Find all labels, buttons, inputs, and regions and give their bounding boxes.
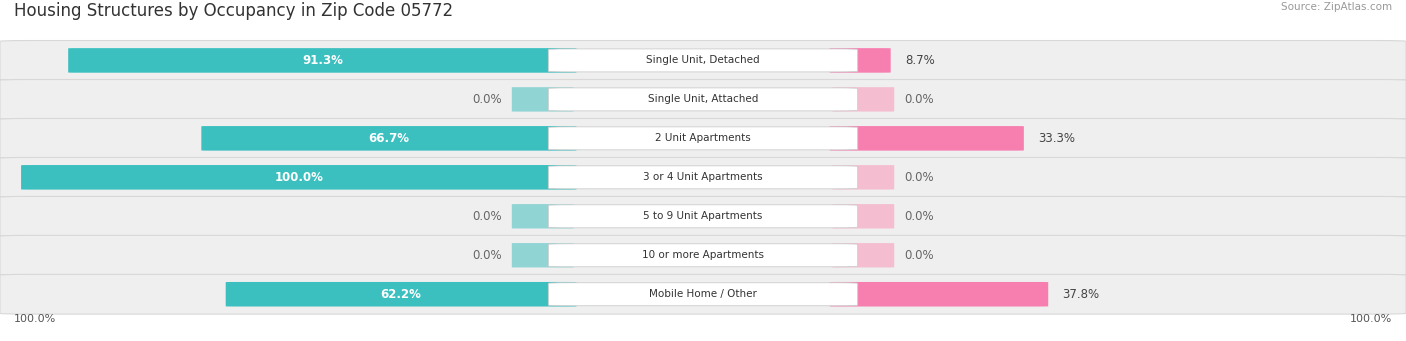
Text: 0.0%: 0.0% (904, 210, 934, 223)
Text: 33.3%: 33.3% (1038, 132, 1076, 145)
FancyBboxPatch shape (201, 126, 576, 151)
Text: Housing Structures by Occupancy in Zip Code 05772: Housing Structures by Occupancy in Zip C… (14, 2, 453, 20)
Text: 91.3%: 91.3% (302, 54, 343, 67)
FancyBboxPatch shape (512, 243, 574, 267)
FancyBboxPatch shape (548, 244, 858, 267)
FancyBboxPatch shape (832, 204, 894, 228)
FancyBboxPatch shape (548, 127, 858, 150)
Text: 100.0%: 100.0% (1350, 314, 1392, 324)
Text: 0.0%: 0.0% (472, 210, 502, 223)
FancyBboxPatch shape (512, 204, 574, 228)
FancyBboxPatch shape (548, 166, 858, 189)
FancyBboxPatch shape (0, 118, 1406, 158)
Text: 3 or 4 Unit Apartments: 3 or 4 Unit Apartments (643, 172, 763, 182)
Text: 10 or more Apartments: 10 or more Apartments (643, 250, 763, 260)
FancyBboxPatch shape (832, 87, 894, 112)
FancyBboxPatch shape (548, 88, 858, 111)
Text: 0.0%: 0.0% (904, 249, 934, 262)
FancyBboxPatch shape (0, 235, 1406, 275)
Text: Source: ZipAtlas.com: Source: ZipAtlas.com (1281, 2, 1392, 12)
FancyBboxPatch shape (548, 283, 858, 306)
FancyBboxPatch shape (67, 48, 576, 73)
FancyBboxPatch shape (0, 158, 1406, 197)
Text: 66.7%: 66.7% (368, 132, 409, 145)
FancyBboxPatch shape (0, 41, 1406, 80)
FancyBboxPatch shape (512, 87, 574, 112)
Text: 62.2%: 62.2% (381, 288, 422, 301)
FancyBboxPatch shape (832, 243, 894, 267)
FancyBboxPatch shape (0, 79, 1406, 119)
Text: Single Unit, Detached: Single Unit, Detached (647, 55, 759, 65)
FancyBboxPatch shape (0, 196, 1406, 236)
Text: 100.0%: 100.0% (14, 314, 56, 324)
FancyBboxPatch shape (832, 165, 894, 190)
FancyBboxPatch shape (548, 205, 858, 228)
Text: 8.7%: 8.7% (904, 54, 935, 67)
FancyBboxPatch shape (226, 282, 576, 307)
Text: 100.0%: 100.0% (274, 171, 323, 184)
Text: 0.0%: 0.0% (904, 93, 934, 106)
FancyBboxPatch shape (830, 282, 1049, 307)
Text: 0.0%: 0.0% (472, 249, 502, 262)
Text: Single Unit, Attached: Single Unit, Attached (648, 94, 758, 104)
FancyBboxPatch shape (830, 48, 890, 73)
Text: 2 Unit Apartments: 2 Unit Apartments (655, 133, 751, 143)
FancyBboxPatch shape (0, 275, 1406, 314)
Text: 0.0%: 0.0% (472, 93, 502, 106)
FancyBboxPatch shape (830, 126, 1024, 151)
Text: 37.8%: 37.8% (1063, 288, 1099, 301)
FancyBboxPatch shape (21, 165, 576, 190)
Text: 5 to 9 Unit Apartments: 5 to 9 Unit Apartments (644, 211, 762, 221)
Text: 0.0%: 0.0% (904, 171, 934, 184)
Text: Mobile Home / Other: Mobile Home / Other (650, 289, 756, 299)
FancyBboxPatch shape (548, 49, 858, 72)
